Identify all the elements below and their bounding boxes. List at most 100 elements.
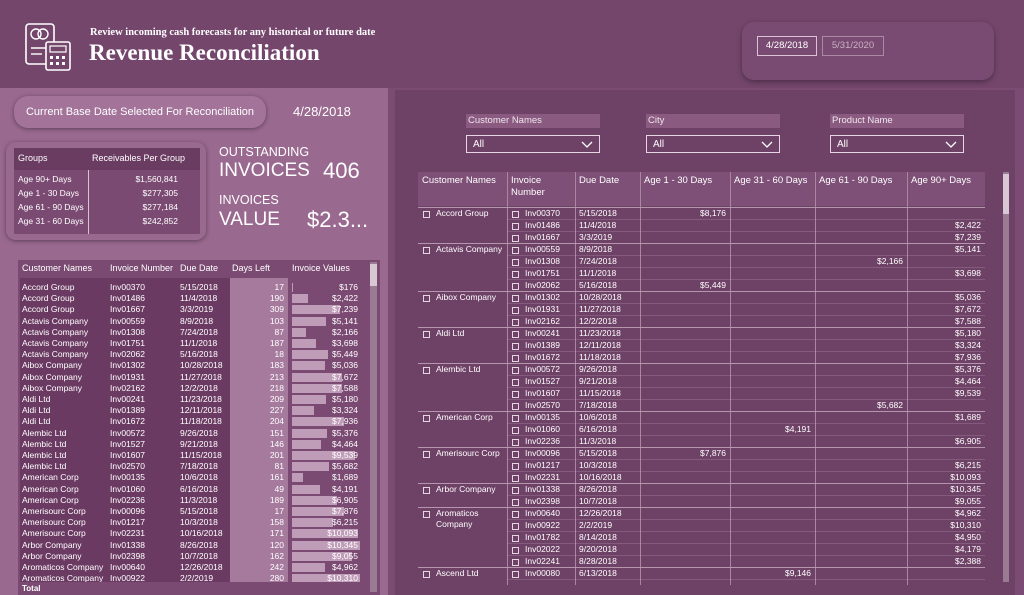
invoice-number: Inv02570	[525, 400, 560, 410]
row-line	[507, 339, 985, 340]
days-left: 242	[269, 562, 284, 572]
matrix-scroll-thumb[interactable]	[1003, 174, 1009, 214]
row-line	[507, 219, 985, 220]
days-left: 103	[269, 315, 284, 326]
base-date-value: 4/28/2018	[293, 104, 351, 119]
matrix-scrollbar	[1003, 172, 1009, 582]
table-cell: Inv00096	[110, 506, 145, 516]
invoice-value: $4,962	[332, 562, 358, 572]
days-left: 146	[269, 438, 284, 449]
invoice-value: $5,141	[332, 315, 358, 326]
date-from[interactable]: 4/28/2018	[757, 36, 817, 56]
invoice-value: $9,539	[332, 450, 358, 460]
slicer-dropdown[interactable]: All	[830, 135, 964, 153]
aging-matrix: Customer Names Invoice Number Due Date Age …	[418, 172, 985, 585]
table-cell: 2/2/2019	[180, 573, 214, 584]
group-name: Age 31 - 60 Days	[18, 216, 84, 226]
row-line	[507, 543, 985, 544]
table-cell: 5/15/2018	[180, 282, 218, 292]
due-date: 10/3/2018	[579, 460, 617, 470]
table-cell: 11/3/2018	[180, 494, 218, 505]
table-cell: Alembic Ltd	[22, 438, 67, 449]
header-icon	[25, 23, 71, 71]
group-amount: $1,560,841	[135, 174, 178, 184]
value-bar	[292, 484, 320, 494]
due-date: 8/28/2018	[579, 556, 617, 566]
collapse-icon	[512, 235, 519, 242]
value-bar	[292, 529, 359, 539]
table-cell: 12/11/2018	[180, 405, 222, 416]
row-line	[507, 279, 985, 280]
customer-name: Aldi Ltd	[436, 328, 465, 338]
table-cell: 12/2/2018	[180, 382, 218, 393]
table-cell: Inv02231	[110, 528, 145, 539]
collapse-icon	[423, 295, 430, 302]
collapse-icon	[423, 511, 430, 518]
group-separator	[418, 507, 985, 508]
invoice-value: $2,166	[332, 326, 358, 337]
table-cell: Inv01931	[110, 371, 145, 382]
age-amount: $4,464	[955, 376, 981, 386]
age-amount: $2,388	[955, 556, 981, 566]
collapse-icon	[512, 511, 519, 518]
invoices-value: $2.3...	[307, 207, 369, 232]
due-date: 8/14/2018	[579, 532, 617, 542]
table-cell: 10/3/2018	[180, 517, 218, 528]
age-amount: $4,950	[955, 532, 981, 542]
table-cell: 5/16/2018	[180, 349, 218, 360]
table-cell: Aromaticos Company	[22, 573, 104, 584]
age-amount: $7,239	[955, 232, 981, 242]
column-header: Invoice Values	[292, 263, 350, 273]
groups-header-bg	[14, 148, 200, 170]
due-date: 11/15/2018	[579, 388, 621, 398]
invoice-value: $5,376	[332, 427, 358, 438]
row-line	[507, 375, 985, 376]
due-date: 11/18/2018	[579, 352, 621, 362]
collapse-icon	[512, 451, 519, 458]
days-left: 309	[269, 304, 284, 315]
matrix-vline	[730, 172, 731, 585]
due-date: 12/2/2018	[579, 316, 617, 326]
days-left: 171	[269, 528, 284, 539]
collapse-icon	[512, 247, 519, 254]
days-left: 87	[274, 326, 284, 337]
slicer-dropdown[interactable]: All	[466, 135, 600, 153]
age-amount: $1,689	[955, 412, 981, 422]
due-date: 5/16/2018	[579, 280, 617, 290]
collapse-icon	[423, 331, 430, 338]
collapse-icon	[423, 451, 430, 458]
column-bg	[178, 278, 230, 590]
invoice-value: $5,180	[332, 394, 358, 404]
due-date: 11/27/2018	[579, 304, 621, 314]
total-label: Total	[22, 584, 41, 593]
age-amount: $6,215	[955, 460, 981, 470]
table-cell: Inv02162	[110, 382, 145, 393]
group-name: Age 1 - 30 Days	[18, 188, 79, 198]
table-cell: Inv00572	[110, 427, 145, 438]
invoice-number: Inv02241	[525, 556, 560, 566]
group-separator	[418, 411, 985, 412]
slicer-title: City	[646, 114, 780, 128]
value-bar	[292, 495, 338, 505]
slicer-dropdown[interactable]: All	[646, 135, 780, 153]
table-cell: Accord Group	[22, 282, 75, 292]
invoice-number: Inv01060	[525, 424, 560, 434]
due-date: 12/26/2018	[579, 508, 622, 518]
age-amount: $7,936	[955, 352, 981, 362]
row-line	[507, 555, 985, 556]
table-cell: Alembic Ltd	[22, 427, 67, 438]
days-left: 190	[269, 293, 284, 304]
dropdown-arrow	[581, 141, 593, 148]
days-left: 49	[274, 483, 284, 494]
collapse-icon	[512, 403, 519, 410]
collapse-icon	[423, 571, 430, 578]
age-amount: $4,179	[955, 544, 981, 554]
invoice-value: $6,215	[332, 517, 358, 528]
table-cell: Inv01751	[110, 338, 145, 348]
collapse-icon	[423, 247, 430, 254]
invoice-value: $3,698	[332, 338, 358, 348]
table-cell: 3/3/2019	[180, 304, 214, 315]
invoice-number: Inv01338	[525, 484, 560, 494]
matrix-header-bg	[418, 172, 985, 206]
date-to[interactable]: 5/31/2020	[822, 36, 884, 56]
